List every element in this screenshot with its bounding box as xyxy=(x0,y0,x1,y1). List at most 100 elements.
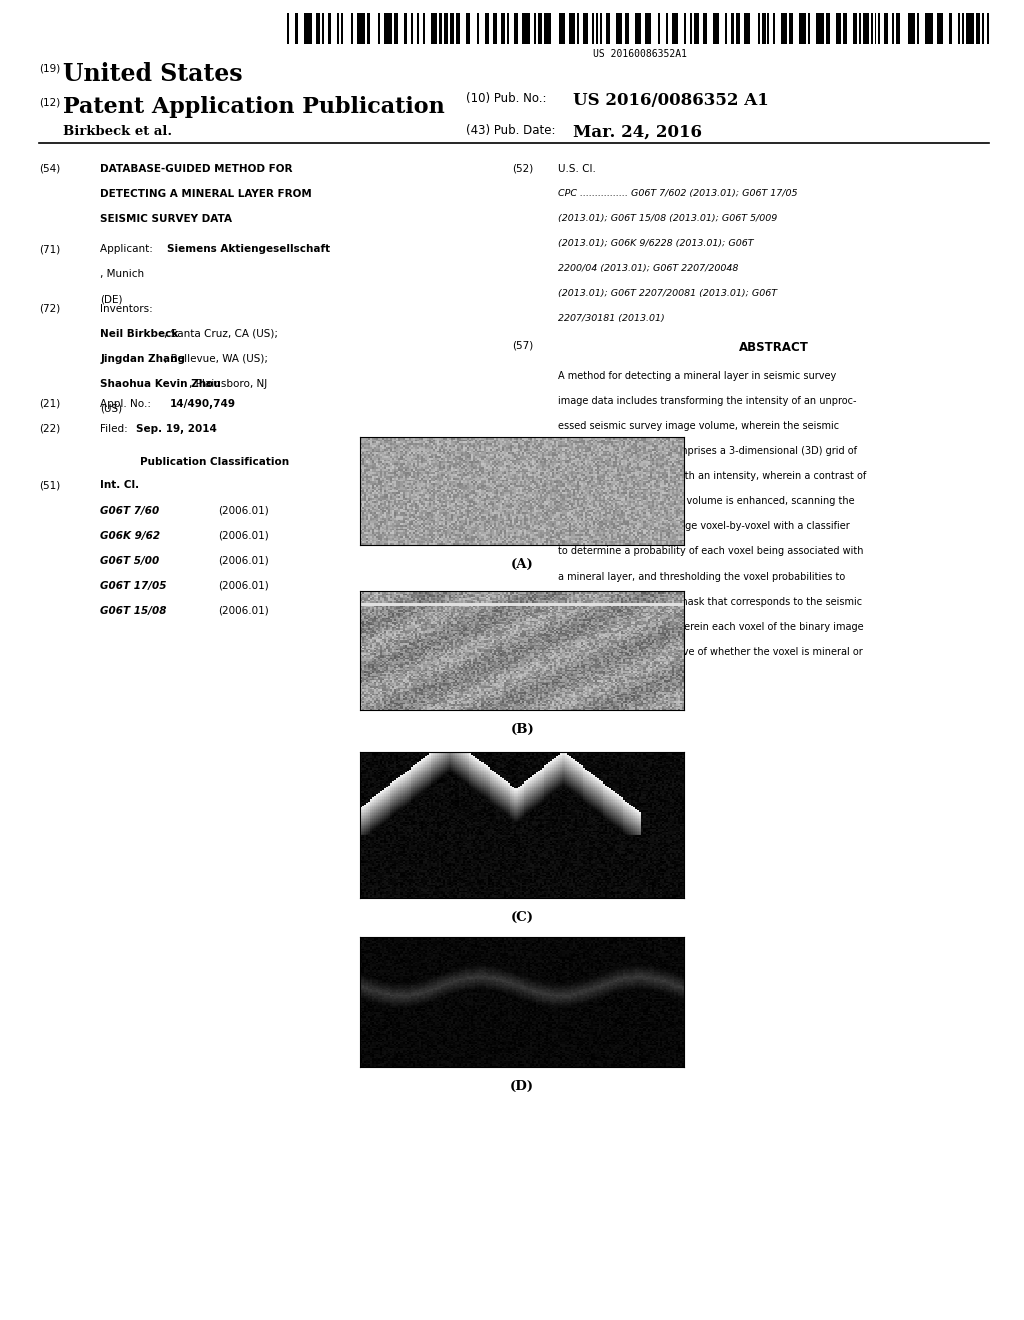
Text: (43) Pub. Date:: (43) Pub. Date: xyxy=(466,124,555,137)
Bar xyxy=(438,13,442,44)
Bar xyxy=(328,13,332,44)
Text: Jingdan Zhang: Jingdan Zhang xyxy=(100,354,185,364)
Text: ABSTRACT: ABSTRACT xyxy=(738,341,809,354)
Bar xyxy=(667,13,669,44)
Text: Publication Classification: Publication Classification xyxy=(140,457,290,467)
Bar xyxy=(635,13,641,44)
Bar xyxy=(925,13,933,44)
Bar xyxy=(672,13,678,44)
Text: CPC ................ G06T 7/602 (2013.01); G06T 17/05: CPC ................ G06T 7/602 (2013.01… xyxy=(558,189,798,198)
Bar xyxy=(744,13,750,44)
Text: to determine a probability of each voxel being associated with: to determine a probability of each voxel… xyxy=(558,546,863,557)
Bar xyxy=(768,13,769,44)
Bar xyxy=(444,13,449,44)
Text: Shaohua Kevin Zhou: Shaohua Kevin Zhou xyxy=(100,379,221,389)
Bar xyxy=(431,13,436,44)
Text: (21): (21) xyxy=(39,399,60,409)
Text: (2013.01); G06K 9/6228 (2013.01); G06T: (2013.01); G06K 9/6228 (2013.01); G06T xyxy=(558,239,754,248)
Text: survey image volume comprises a 3-dimensional (3D) grid of: survey image volume comprises a 3-dimens… xyxy=(558,446,857,457)
Text: (2006.01): (2006.01) xyxy=(218,531,269,541)
Text: Filed:: Filed: xyxy=(100,424,131,434)
Text: (2013.01); G06T 2207/20081 (2013.01); G06T: (2013.01); G06T 2207/20081 (2013.01); G0… xyxy=(558,289,777,298)
Text: , Munich: , Munich xyxy=(100,269,144,280)
Bar xyxy=(412,13,414,44)
Text: (D): (D) xyxy=(510,1080,535,1093)
Text: Neil Birkbeck: Neil Birkbeck xyxy=(100,329,179,339)
Text: Patent Application Publication: Patent Application Publication xyxy=(63,96,445,119)
Text: (72): (72) xyxy=(39,304,60,314)
Bar xyxy=(596,13,598,44)
Bar xyxy=(356,13,365,44)
Bar xyxy=(948,13,952,44)
Bar xyxy=(963,13,964,44)
Bar xyxy=(736,13,740,44)
Bar xyxy=(966,13,974,44)
Bar xyxy=(466,13,470,44)
Text: essed seismic survey image volume, wherein the seismic: essed seismic survey image volume, where… xyxy=(558,421,840,432)
Bar xyxy=(645,13,650,44)
Bar xyxy=(615,13,622,44)
Bar xyxy=(684,13,686,44)
Bar xyxy=(592,13,594,44)
Text: Birkbeck et al.: Birkbeck et al. xyxy=(63,125,173,139)
Text: (10) Pub. No.:: (10) Pub. No.: xyxy=(466,92,547,106)
Bar xyxy=(501,13,505,44)
Bar xyxy=(896,13,900,44)
Bar xyxy=(859,13,861,44)
Bar xyxy=(870,13,872,44)
Text: U.S. Cl.: U.S. Cl. xyxy=(558,164,596,174)
Bar xyxy=(713,13,719,44)
Bar xyxy=(762,13,766,44)
Bar xyxy=(583,13,589,44)
Bar xyxy=(569,13,574,44)
Bar xyxy=(544,13,552,44)
Bar xyxy=(367,13,371,44)
Bar xyxy=(853,13,857,44)
Bar xyxy=(987,13,989,44)
Text: , Bellevue, WA (US);: , Bellevue, WA (US); xyxy=(164,354,268,364)
Text: G06T 17/05: G06T 17/05 xyxy=(100,581,167,591)
Bar xyxy=(816,13,824,44)
Text: A method for detecting a mineral layer in seismic survey: A method for detecting a mineral layer i… xyxy=(558,371,837,381)
Text: (2013.01); G06T 15/08 (2013.01); G06T 5/009: (2013.01); G06T 15/08 (2013.01); G06T 5/… xyxy=(558,214,777,223)
Text: United States: United States xyxy=(63,62,243,86)
Bar xyxy=(885,13,888,44)
Bar xyxy=(507,13,509,44)
Text: voxels each associated with an intensity, wherein a contrast of: voxels each associated with an intensity… xyxy=(558,471,866,482)
Text: US 2016/0086352 A1: US 2016/0086352 A1 xyxy=(573,92,769,110)
Text: survey image volume, wherein each voxel of the binary image: survey image volume, wherein each voxel … xyxy=(558,622,863,632)
Bar xyxy=(287,13,289,44)
Bar xyxy=(403,13,408,44)
Text: (22): (22) xyxy=(39,424,60,434)
Text: G06T 15/08: G06T 15/08 xyxy=(100,606,167,616)
Bar xyxy=(799,13,807,44)
Text: , Plainsboro, NJ: , Plainsboro, NJ xyxy=(188,379,267,389)
Bar xyxy=(836,13,842,44)
Bar xyxy=(958,13,961,44)
Text: (US): (US) xyxy=(100,404,123,414)
Bar xyxy=(337,13,339,44)
Text: G06T 5/00: G06T 5/00 xyxy=(100,556,160,566)
Text: image data includes transforming the intensity of an unproc-: image data includes transforming the int… xyxy=(558,396,857,407)
Bar xyxy=(477,13,479,44)
Bar xyxy=(689,13,691,44)
Text: Applicant:: Applicant: xyxy=(100,244,157,255)
Bar xyxy=(559,13,565,44)
Text: Appl. No.:: Appl. No.: xyxy=(100,399,155,409)
Bar xyxy=(493,13,497,44)
Bar xyxy=(863,13,868,44)
Bar xyxy=(826,13,829,44)
Bar xyxy=(703,13,708,44)
Bar xyxy=(485,13,489,44)
Text: Sep. 19, 2014: Sep. 19, 2014 xyxy=(136,424,217,434)
Text: (2006.01): (2006.01) xyxy=(218,581,269,591)
Bar xyxy=(514,13,518,44)
Text: (52): (52) xyxy=(512,164,534,174)
Bar xyxy=(788,13,793,44)
Text: (2006.01): (2006.01) xyxy=(218,506,269,516)
Text: (B): (B) xyxy=(510,723,535,737)
Bar xyxy=(693,13,699,44)
Text: 2200/04 (2013.01); G06T 2207/20048: 2200/04 (2013.01); G06T 2207/20048 xyxy=(558,264,738,273)
Bar xyxy=(451,13,454,44)
Text: SEISMIC SURVEY DATA: SEISMIC SURVEY DATA xyxy=(100,214,232,224)
